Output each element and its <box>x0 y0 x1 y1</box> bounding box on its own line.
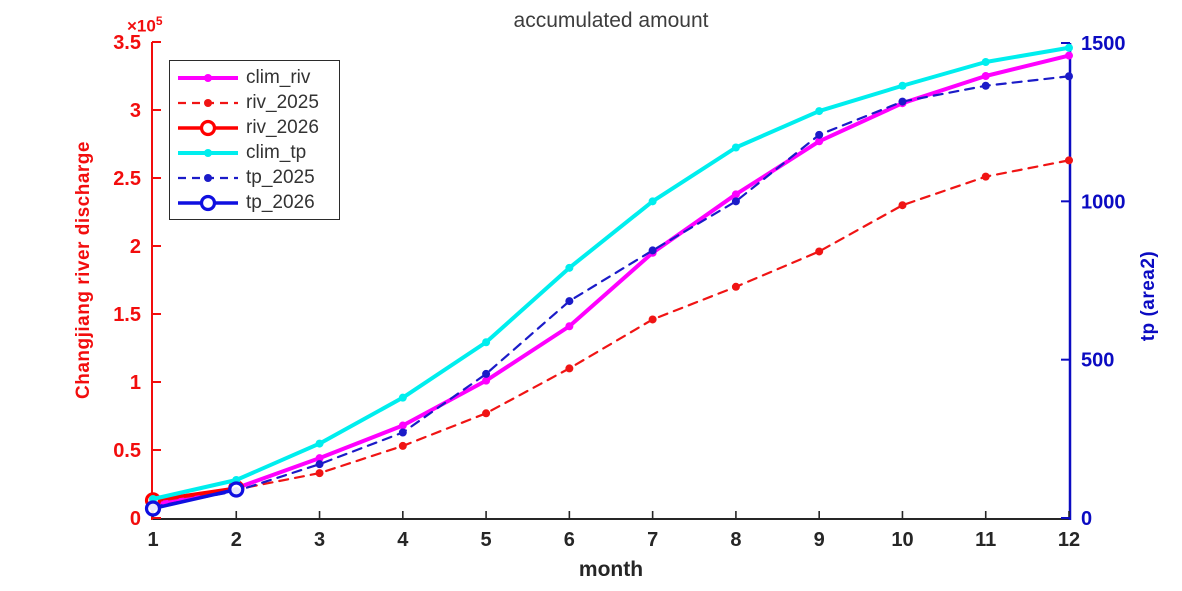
legend-item-tp_2026[interactable]: tp_2026 <box>176 191 339 215</box>
x-tick-label: 10 <box>891 529 913 551</box>
marker-tp_2025 <box>648 246 657 255</box>
x-tick-label: 2 <box>231 529 242 551</box>
y-left-tick-label: 2 <box>130 236 141 258</box>
legend-item-riv_2026[interactable]: riv_2026 <box>176 116 339 140</box>
marker-clim_tp <box>482 338 491 347</box>
marker-riv_2025 <box>648 315 657 324</box>
marker-clim_riv <box>565 322 574 331</box>
marker-clim_riv <box>482 376 491 385</box>
marker-tp_2025 <box>315 460 324 469</box>
marker-riv_2025 <box>482 409 491 418</box>
y-left-tick-label: 0 <box>130 508 141 530</box>
marker-clim_tp <box>815 107 824 116</box>
marker-clim_riv <box>981 72 990 80</box>
y-left-tick-label: 1.5 <box>113 304 141 326</box>
series-line-tp_2026 <box>151 487 239 511</box>
marker-clim_tp <box>898 81 907 90</box>
marker-tp_2025 <box>1065 72 1073 81</box>
marker-tp_2025 <box>898 97 907 106</box>
marker-riv_2025 <box>565 364 574 373</box>
x-tick-label: 11 <box>975 529 996 551</box>
marker-clim_riv <box>398 421 407 430</box>
x-tick-label: 7 <box>647 529 658 551</box>
legend-item-clim_tp[interactable]: clim_tp <box>176 141 339 165</box>
y-left-tick-label: 3.5 <box>113 32 141 54</box>
marker-tp_2026 <box>144 500 162 517</box>
y-left-axis-label: Changjiang river discharge <box>73 141 94 399</box>
x-tick-label: 5 <box>481 529 492 551</box>
marker-clim_riv <box>315 454 324 463</box>
marker-clim_tp <box>1065 43 1073 52</box>
x-tick-label: 9 <box>814 529 825 551</box>
legend-label-riv_2025: riv_2025 <box>246 92 319 113</box>
marker-tp_2025 <box>981 81 990 90</box>
marker-riv_2025 <box>731 282 740 291</box>
y-left-tick-label: 2.5 <box>113 168 141 190</box>
legend-item-tp_2025[interactable]: tp_2025 <box>176 166 339 190</box>
x-tick-label: 6 <box>564 529 575 551</box>
marker-tp_2025 <box>482 369 491 378</box>
x-tick-label: 1 <box>147 529 158 551</box>
x-tick-label: 12 <box>1058 529 1080 551</box>
y-left-tick-label: 3 <box>130 100 141 122</box>
marker-tp_2025 <box>731 197 740 206</box>
marker-clim_riv <box>731 190 740 199</box>
marker-riv_2025 <box>398 441 407 450</box>
marker-riv_2025 <box>1065 156 1073 165</box>
legend-sample-clim_riv <box>178 73 238 82</box>
x-axis-label: month <box>578 558 644 581</box>
series-line-riv_2026 <box>151 486 239 503</box>
x-tick-label: 8 <box>730 529 741 551</box>
y-right-tick-label: 1500 <box>1081 33 1126 55</box>
marker-tp_2026 <box>228 481 245 498</box>
y-right-tick-label: 500 <box>1081 350 1114 372</box>
marker-riv_2025 <box>315 469 324 478</box>
legend-label-clim_tp: clim_tp <box>246 142 307 163</box>
y-right-tick-label: 1000 <box>1081 191 1126 213</box>
y-right-tick-label: 0 <box>1081 508 1092 530</box>
legend-sample-riv_2025 <box>178 98 238 107</box>
marker-riv_2025 <box>981 172 990 181</box>
marker-tp_2025 <box>398 428 407 437</box>
marker-riv_2025 <box>898 201 907 210</box>
marker-tp_2025 <box>565 297 574 306</box>
marker-clim_riv <box>815 137 824 146</box>
y-left-tick-label: 0.5 <box>113 440 141 462</box>
series-line-riv_2025 <box>151 159 1071 503</box>
legend-sample-tp_2026 <box>178 194 238 211</box>
legend-label-tp_2025: tp_2025 <box>246 167 315 188</box>
x-tick-label: 3 <box>314 529 325 551</box>
marker-clim_tp <box>648 197 657 206</box>
marker-clim_tp <box>981 58 990 66</box>
marker-clim_riv <box>1065 51 1073 60</box>
marker-clim_tp <box>565 263 574 272</box>
legend-sample-clim_tp <box>178 148 238 157</box>
marker-clim_tp <box>398 393 407 402</box>
series-line-clim_tp <box>151 45 1071 501</box>
marker-tp_2025 <box>815 130 824 139</box>
y-right-axis-label: tp (area2) <box>1138 250 1159 342</box>
y-left-multiplier: ×105 <box>127 14 163 36</box>
legend-item-riv_2025[interactable]: riv_2025 <box>176 91 339 115</box>
legend-item-clim_riv[interactable]: clim_riv <box>176 66 339 90</box>
chart-title: accumulated amount <box>513 9 709 32</box>
series-line-clim_riv <box>151 53 1071 507</box>
marker-clim_tp <box>731 143 740 152</box>
legend-sample-tp_2025 <box>178 173 238 182</box>
y-left-tick-label: 1 <box>130 372 141 394</box>
legend-label-tp_2026: tp_2026 <box>246 192 315 213</box>
legend-label-clim_riv: clim_riv <box>246 67 311 88</box>
x-tick-label: 4 <box>397 529 409 551</box>
legend-sample-riv_2026 <box>178 119 238 136</box>
marker-riv_2025 <box>815 247 824 256</box>
legend-label-riv_2026: riv_2026 <box>246 117 319 138</box>
marker-clim_tp <box>315 439 324 448</box>
